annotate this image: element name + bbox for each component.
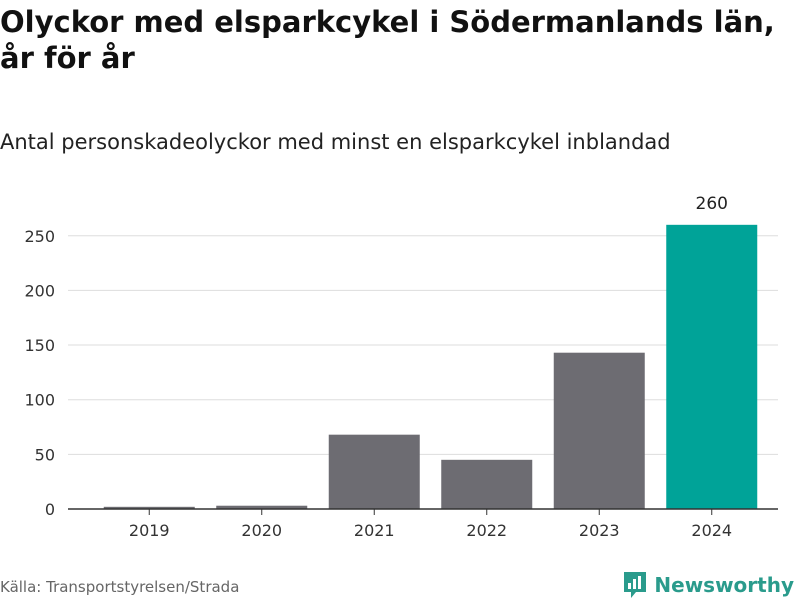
x-tick-label: 2023: [579, 521, 620, 540]
brand-logo: Newsworthy: [622, 570, 794, 600]
bar-2023: [553, 352, 645, 509]
bar-2020: [216, 505, 308, 509]
bar-2024: [666, 224, 758, 509]
y-tick-label: 100: [24, 391, 55, 410]
chart-title: Olyckor med elsparkcykel i Södermanlands…: [0, 5, 775, 75]
y-axis-ticks: 0 50 100 150 200 250: [24, 227, 55, 519]
bar-2019: [103, 506, 195, 509]
x-tick-label: 2019: [129, 521, 170, 540]
y-tick-label: 0: [45, 500, 55, 519]
gridlines: [68, 235, 778, 455]
y-tick-label: 50: [35, 445, 55, 464]
brand-name: Newsworthy: [654, 573, 794, 597]
bar-2021: [328, 434, 420, 509]
x-tick-label: 2024: [691, 521, 732, 540]
x-axis-ticks: 2019 2020 2021 2022 2023 2024: [129, 509, 732, 540]
bars: [103, 224, 758, 509]
data-label: 260: [696, 194, 728, 214]
x-tick-label: 2022: [466, 521, 507, 540]
source-note: Källa: Transportstyrelsen/Strada: [0, 578, 240, 596]
y-tick-label: 150: [24, 336, 55, 355]
data-labels: 260: [696, 194, 728, 214]
x-tick-label: 2021: [354, 521, 395, 540]
y-tick-label: 200: [24, 281, 55, 300]
x-tick-label: 2020: [241, 521, 282, 540]
y-tick-label: 250: [24, 227, 55, 246]
bar-chart-logo-icon: [624, 572, 647, 598]
chart-subtitle: Antal personskadeolyckor med minst en el…: [0, 130, 671, 154]
bar-2022: [441, 459, 533, 509]
